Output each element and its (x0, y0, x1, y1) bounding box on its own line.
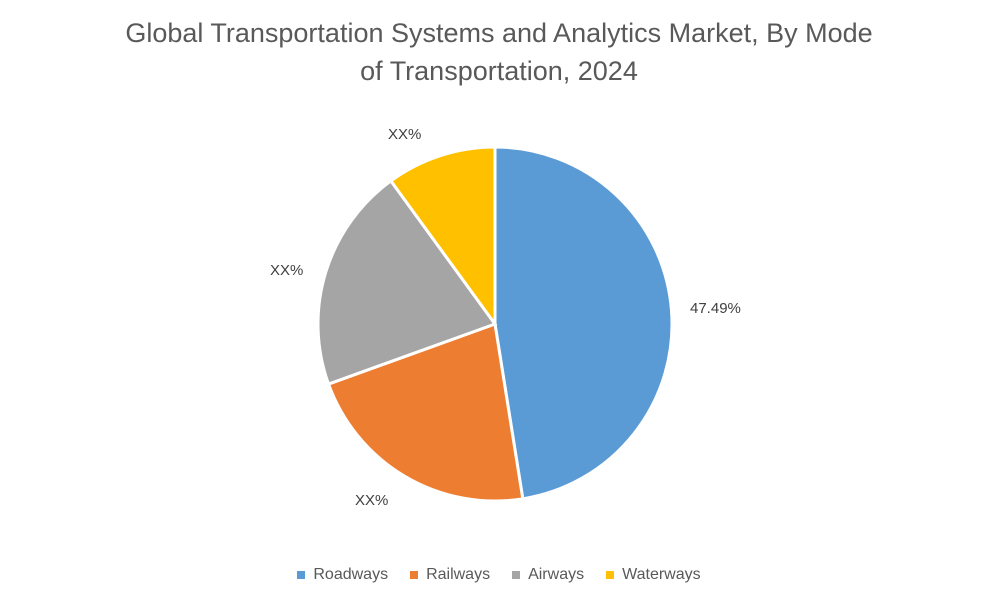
legend-swatch-roadways (297, 571, 306, 579)
chart-title-line-1: Global Transportation Systems and Analyt… (125, 18, 873, 48)
legend-swatch-railways (410, 571, 419, 579)
chart-legend: Roadways Railways Airways Waterways (0, 566, 998, 584)
pie-slice-airways (316, 178, 498, 386)
data-label-airways: XX% (270, 262, 304, 279)
legend-swatch-airways (512, 571, 521, 579)
legend-item-airways: Airways (512, 566, 584, 584)
pie-slice-roadways (493, 145, 674, 501)
chart-title: Global Transportation Systems and Analyt… (0, 14, 998, 90)
legend-item-waterways: Waterways (606, 566, 701, 584)
legend-label-railways: Railways (426, 566, 491, 583)
pie-slice-waterways (388, 145, 497, 329)
legend-item-railways: Railways (410, 566, 490, 584)
chart-title-line-2: of Transportation, 2024 (360, 56, 638, 86)
data-label-waterways: XX% (388, 126, 422, 143)
legend-label-airways: Airways (528, 566, 585, 583)
legend-item-roadways: Roadways (297, 566, 388, 584)
legend-label-roadways: Roadways (313, 566, 389, 583)
legend-label-waterways: Waterways (622, 566, 701, 583)
legend-swatch-waterways (606, 571, 615, 579)
data-label-roadways: 47.49% (690, 300, 741, 317)
pie-slices (316, 145, 674, 503)
data-label-railways: XX% (355, 492, 389, 509)
pie-slice-railways (326, 321, 525, 503)
